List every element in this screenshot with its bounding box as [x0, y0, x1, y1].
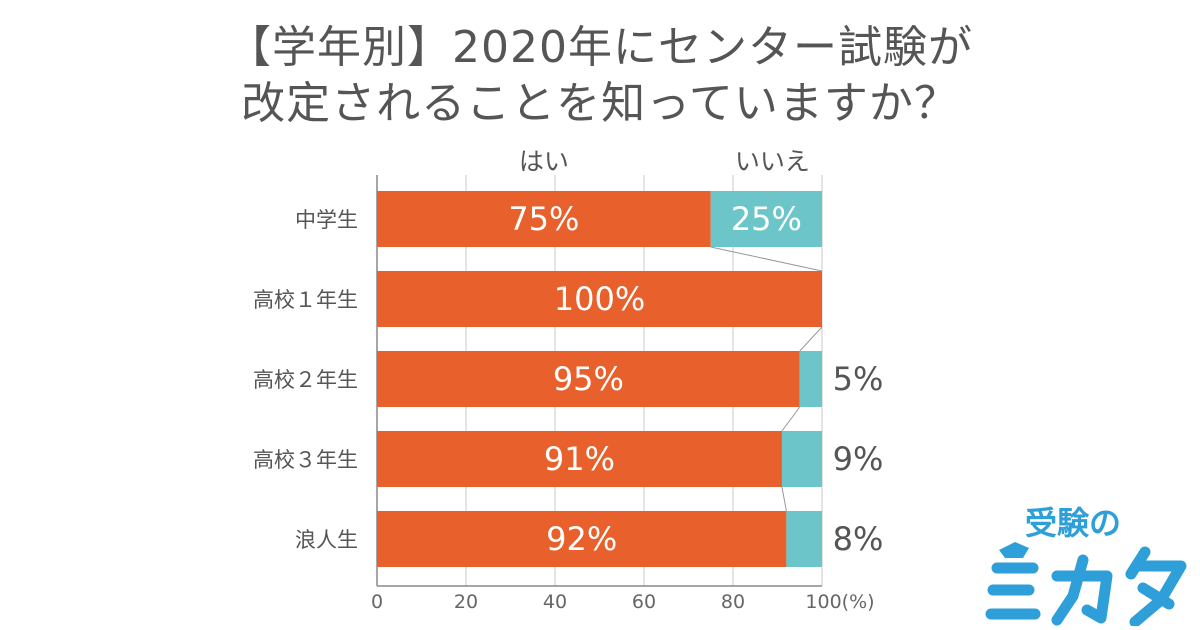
data-label-no: 9%: [833, 440, 884, 478]
x-tick-label: 80: [721, 591, 745, 613]
series-label-yes: はい: [519, 147, 569, 176]
bar-no: [786, 511, 822, 567]
data-label-yes: 100%: [554, 280, 645, 318]
bar-yes: [377, 271, 822, 327]
data-label-yes: 92%: [546, 520, 617, 558]
site-logo[interactable]: 受験の: [985, 498, 1195, 628]
bar-yes: [377, 191, 711, 247]
bar-yes: [377, 511, 787, 567]
category-label: 中学生: [295, 208, 358, 232]
x-tick-label: 40: [543, 591, 567, 613]
x-tick-label: 100(%): [805, 591, 874, 613]
data-label-yes: 95%: [553, 360, 624, 398]
data-label-no: 5%: [833, 360, 884, 398]
data-label-yes: 75%: [508, 200, 579, 238]
series-connector-line: [781, 406, 801, 432]
series-connector-line: [799, 326, 823, 352]
data-label-yes: 91%: [544, 440, 615, 478]
data-label-no: 25%: [731, 200, 802, 238]
data-label-no: 8%: [833, 520, 884, 558]
bar-no: [710, 191, 822, 247]
series-connector-line: [781, 486, 787, 512]
x-tick-label: 0: [371, 591, 383, 613]
chart-title: 【学年別】2020年にセンター試験が 改定されることを知っていますか？: [0, 20, 1200, 132]
chart-title-line-1: 【学年別】2020年にセンター試験が: [227, 22, 973, 73]
series-label-no: いいえ: [735, 147, 810, 176]
series-connector-line: [710, 246, 823, 272]
x-tick-label: 20: [454, 591, 478, 613]
category-label: 高校１年生: [253, 288, 358, 312]
chart-title-line-2: 改定されることを知っていますか？: [241, 78, 959, 129]
category-label: 高校２年生: [253, 368, 358, 392]
logo-mikata-wordmark: [985, 542, 1187, 626]
category-label: 高校３年生: [253, 448, 358, 472]
bar-no: [781, 431, 822, 487]
bar-no: [799, 351, 822, 407]
bar-yes: [377, 431, 782, 487]
bar-yes: [377, 351, 800, 407]
category-label: 浪人生: [295, 528, 358, 552]
logo-top-text: 受験の: [1025, 504, 1122, 542]
x-tick-label: 60: [632, 591, 656, 613]
